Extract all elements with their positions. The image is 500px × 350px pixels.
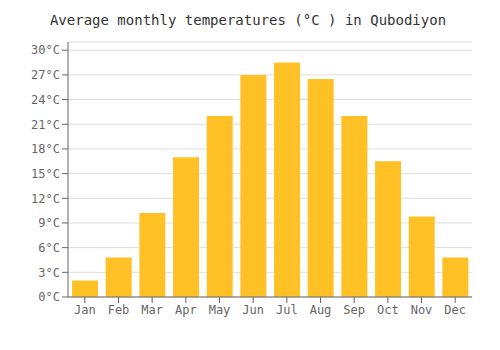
svg-text:6°C: 6°C xyxy=(38,241,60,255)
svg-text:0°C: 0°C xyxy=(38,290,60,304)
svg-text:Jan: Jan xyxy=(74,303,96,317)
svg-text:15°C: 15°C xyxy=(31,167,60,181)
svg-text:9°C: 9°C xyxy=(38,216,60,230)
svg-text:Dec: Dec xyxy=(444,303,466,317)
svg-text:Aug: Aug xyxy=(310,303,332,317)
svg-text:Apr: Apr xyxy=(175,303,197,317)
svg-text:30°C: 30°C xyxy=(31,43,60,57)
svg-text:24°C: 24°C xyxy=(31,93,60,107)
svg-text:May: May xyxy=(209,303,231,317)
svg-text:27°C: 27°C xyxy=(31,68,60,82)
svg-text:Jul: Jul xyxy=(276,303,298,317)
html-text:Average monthly temperatures (: Average monthly temperatures (°C ) in Qu… xyxy=(49,12,447,28)
svg-text:Sep: Sep xyxy=(343,303,365,317)
svg-text:Jun: Jun xyxy=(242,303,264,317)
svg-text:Feb: Feb xyxy=(108,303,130,317)
svg-text:Nov: Nov xyxy=(411,303,433,317)
svg-text:Oct: Oct xyxy=(377,303,399,317)
svg-text:18°C: 18°C xyxy=(31,142,60,156)
svg-text:21°C: 21°C xyxy=(31,118,60,132)
svg-text:Mar: Mar xyxy=(141,303,163,317)
svg-text:3°C: 3°C xyxy=(38,266,60,280)
svg-text:12°C: 12°C xyxy=(31,192,60,206)
